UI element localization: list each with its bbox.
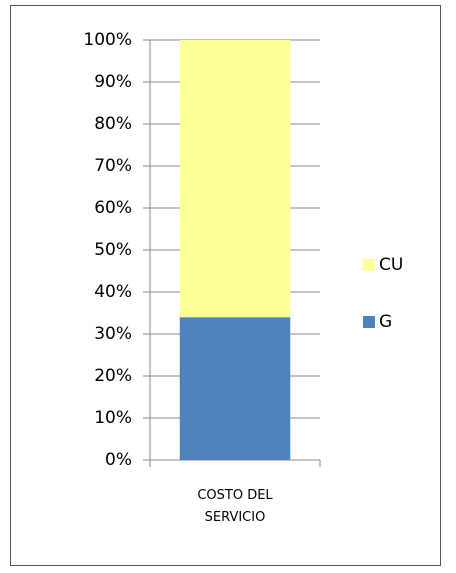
y-tick-label: 30% xyxy=(94,324,132,344)
y-tick-label: 90% xyxy=(94,72,132,92)
y-tick-label: 100% xyxy=(83,30,132,50)
y-tick-label: 60% xyxy=(94,198,132,218)
bar-segment xyxy=(179,40,291,318)
x-tick-label: COSTO DEL SERVICIO xyxy=(197,488,273,525)
legend-label: CU xyxy=(379,255,403,275)
y-tick-label: 40% xyxy=(94,282,132,302)
legend-label: G xyxy=(379,312,392,332)
legend-swatch xyxy=(363,316,375,328)
y-tick-label: 70% xyxy=(94,156,132,176)
y-tick-label: 50% xyxy=(94,240,132,260)
y-tick-label: 80% xyxy=(94,114,132,134)
y-tick-label: 20% xyxy=(94,366,132,386)
bar-segment xyxy=(179,317,291,460)
y-tick-label: 0% xyxy=(105,450,132,470)
legend-swatch xyxy=(363,259,375,271)
y-tick-label: 10% xyxy=(94,408,132,428)
